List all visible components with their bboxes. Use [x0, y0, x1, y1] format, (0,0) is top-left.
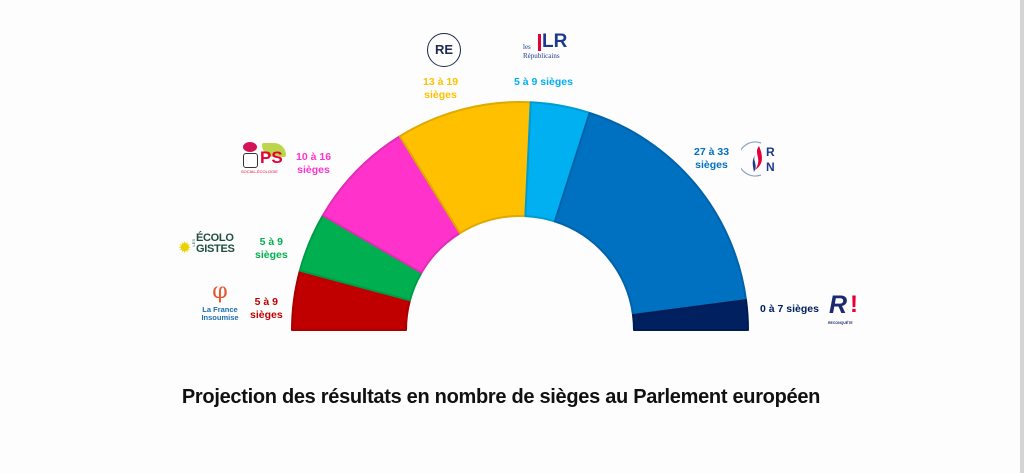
- eco-logo-line1: ÉCOLO: [196, 232, 234, 244]
- label-ps: 10 à 16 sièges: [296, 151, 332, 176]
- phi-icon: φ: [212, 279, 228, 304]
- label-reconquete: 0 à 7 sièges: [760, 303, 819, 315]
- label-ecologistes: 5 à 9 sièges: [255, 236, 288, 261]
- fist-icon: [243, 153, 258, 168]
- label-lfi: 5 à 9 sièges: [250, 296, 283, 321]
- segment-reconqu-te: [632, 299, 749, 331]
- lr-red-bar-icon: [538, 34, 541, 51]
- label-renaissance: 13 à 19 sièges: [423, 76, 459, 101]
- republicains-logo: LR les Républicains: [523, 31, 573, 64]
- ecologistes-logo: ✹ LES ÉCOLO GISTES: [178, 233, 248, 259]
- ps-logo-sub: SOCIAL-ÉCOLOGIE: [241, 169, 278, 174]
- lr-logo-line2: Républicains: [523, 52, 560, 60]
- ps-logo: PS SOCIAL-ÉCOLOGIE: [240, 140, 290, 182]
- lfi-logo-line2: Insoumise: [201, 313, 239, 322]
- lr-logo-line1: les: [523, 43, 531, 51]
- rn-logo: R N: [737, 140, 779, 178]
- rec-logo-sub: RECONQUÊTE: [828, 321, 853, 325]
- rose-icon: [243, 142, 257, 152]
- label-rn: 27 à 33 sièges: [694, 146, 730, 171]
- lr-logo-mark: LR: [542, 31, 568, 52]
- reconquete-logo: R ! RECONQUÊTE: [828, 291, 864, 328]
- rec-logo-mark: R: [829, 291, 848, 319]
- window-edge: [1020, 0, 1024, 473]
- leaf-icon: [262, 143, 286, 157]
- lfi-logo-line1: La France: [202, 305, 238, 314]
- segment-rassemblement-national: [553, 111, 748, 317]
- eco-logo-line2: GISTES: [196, 243, 235, 255]
- chart-title: Projection des résultats en nombre de si…: [181, 386, 821, 408]
- rn-logo-n: N: [766, 160, 775, 174]
- lfi-logo: φ La France Insoumise: [196, 279, 244, 322]
- rec-logo-bang: !: [850, 291, 858, 318]
- label-republicains: 5 à 9 sièges: [514, 76, 573, 88]
- ps-logo-text: PS: [260, 148, 283, 167]
- renaissance-logo: RE: [427, 33, 461, 67]
- re-logo-text: RE: [434, 42, 454, 57]
- sun-flower-icon: ✹: [178, 240, 192, 257]
- rn-logo-r: R: [766, 145, 775, 159]
